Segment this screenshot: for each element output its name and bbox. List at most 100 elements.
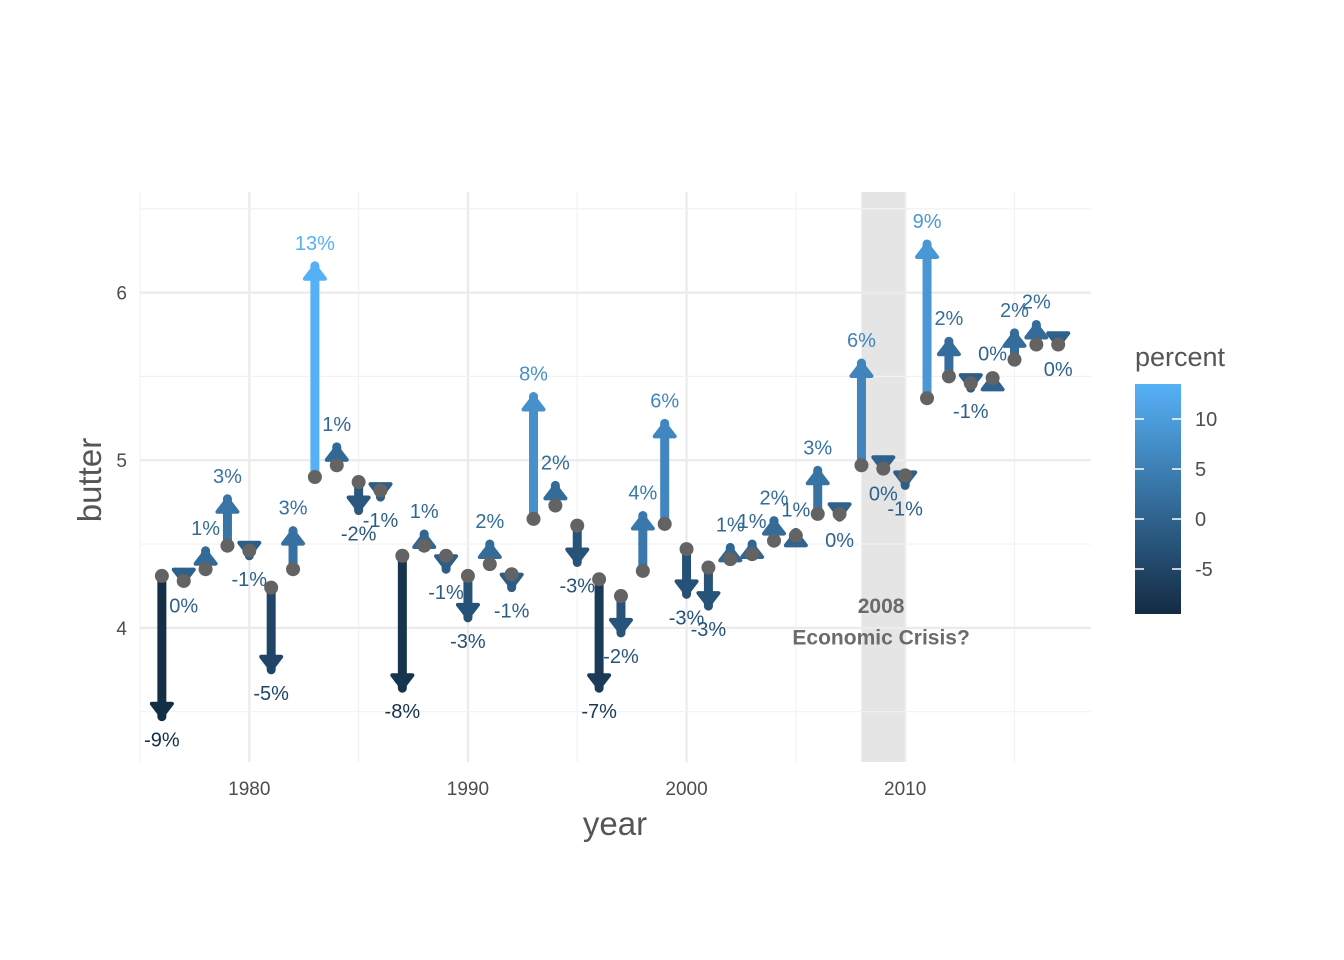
start-point — [745, 547, 760, 562]
percent-label: 2% — [934, 308, 963, 330]
percent-label: 9% — [913, 211, 942, 233]
percent-label: 13% — [295, 233, 335, 255]
percent-label: 1% — [191, 518, 220, 540]
start-point — [657, 516, 672, 531]
arrow-head — [849, 361, 874, 378]
start-point — [198, 562, 213, 577]
crisis-annotation: Economic Crisis? — [792, 627, 969, 650]
arrow-head — [346, 495, 371, 513]
start-point — [548, 498, 563, 513]
percent-label: 0% — [825, 530, 854, 552]
start-point — [570, 518, 585, 533]
arrow-head — [215, 496, 240, 514]
percent-label: 1% — [322, 414, 351, 436]
legend-colorbar — [1135, 384, 1181, 614]
start-point — [854, 458, 869, 473]
start-point — [351, 475, 366, 490]
start-point — [482, 557, 497, 572]
percent-label: -9% — [144, 730, 180, 752]
grid — [139, 192, 1091, 762]
y-axis-title: butter — [71, 438, 108, 522]
y-tick-label: 6 — [116, 284, 127, 305]
legend-tick-label: 10 — [1195, 409, 1217, 431]
percent-label: 3% — [279, 498, 308, 520]
x-tick-label: 2010 — [884, 779, 926, 800]
start-point — [220, 538, 235, 553]
percent-label: 2% — [475, 511, 504, 533]
start-point — [963, 376, 978, 391]
arrow-head — [587, 673, 612, 691]
start-point — [154, 568, 169, 583]
arrow-head — [477, 542, 502, 560]
percent-label: -5% — [253, 683, 289, 705]
percent-label: -1% — [363, 510, 399, 532]
arrow-head — [193, 548, 218, 566]
start-point — [767, 533, 781, 548]
start-point — [1051, 337, 1066, 352]
percent-label: -2% — [603, 646, 639, 668]
start-point — [985, 371, 1000, 386]
y-tick-label: 4 — [116, 619, 127, 640]
x-axis-title: year — [583, 805, 647, 842]
percent-label: -7% — [581, 701, 617, 723]
arrow-head — [390, 673, 415, 691]
arrow-head — [324, 444, 349, 462]
plot-marks — [149, 239, 1071, 722]
start-point — [460, 568, 475, 583]
arrow-head — [543, 483, 568, 501]
arrow-head — [915, 241, 940, 259]
arrow-head — [762, 518, 786, 536]
start-point — [1007, 352, 1022, 367]
percent-label: -1% — [887, 498, 923, 520]
start-point — [329, 458, 344, 473]
arrow-head — [302, 263, 327, 281]
arrow-head — [608, 617, 633, 635]
start-point — [723, 552, 738, 567]
percent-label: -1% — [428, 582, 464, 604]
start-point — [635, 563, 650, 578]
percent-label: 2% — [760, 488, 789, 510]
percent-label: 8% — [519, 364, 548, 386]
arrow-head — [259, 654, 284, 672]
percent-label: 2% — [1022, 291, 1051, 313]
percent-label: 2% — [541, 452, 570, 474]
legend: percent 10 5 0 -5 — [1135, 342, 1226, 614]
percent-label: 3% — [213, 466, 242, 488]
percent-label: 3% — [803, 437, 832, 459]
arrow-head — [936, 339, 961, 357]
start-point — [898, 468, 913, 483]
x-tick-label: 2000 — [665, 779, 707, 800]
start-point — [941, 369, 956, 384]
arrow-head — [652, 421, 677, 439]
percent-label: -1% — [232, 569, 268, 591]
start-point — [679, 542, 694, 557]
arrow-head — [1002, 330, 1027, 348]
percent-label: 1% — [781, 499, 810, 521]
start-point — [286, 562, 301, 577]
start-point — [832, 506, 847, 521]
start-point — [373, 483, 388, 498]
percent-label: 1% — [738, 511, 767, 533]
start-point — [439, 548, 454, 563]
start-point — [526, 511, 541, 526]
percent-label: -8% — [385, 701, 421, 723]
start-point — [701, 560, 716, 575]
percent-label: 1% — [410, 501, 439, 523]
percent-label: 6% — [847, 330, 876, 352]
arrow-head — [1024, 322, 1049, 340]
y-tick-label: 5 — [116, 451, 127, 472]
start-point — [876, 461, 891, 476]
legend-tick-label: -5 — [1195, 559, 1213, 581]
percent-label: -1% — [953, 401, 989, 423]
arrow-head — [630, 513, 655, 531]
percent-label: 0% — [869, 483, 898, 505]
percent-label: -1% — [494, 601, 530, 623]
start-point — [504, 567, 519, 582]
percent-label: 2% — [1000, 300, 1029, 322]
percent-label: 6% — [650, 390, 679, 412]
percent-label: -3% — [450, 631, 486, 653]
arrow-head — [149, 701, 174, 719]
start-point — [592, 572, 607, 587]
start-point — [920, 391, 935, 406]
